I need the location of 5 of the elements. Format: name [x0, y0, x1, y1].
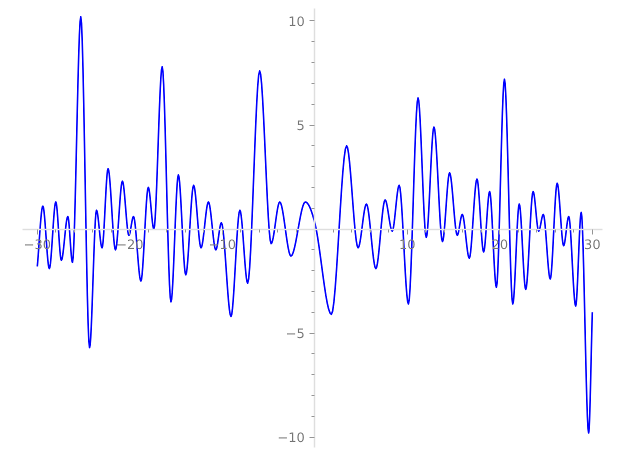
y-tick-label: −10	[277, 431, 305, 446]
x-tick-label: 30	[584, 238, 601, 254]
y-tick-label: 10	[288, 14, 305, 30]
y-tick-label: −5	[286, 327, 305, 342]
y-tick-label: 5	[296, 119, 305, 134]
